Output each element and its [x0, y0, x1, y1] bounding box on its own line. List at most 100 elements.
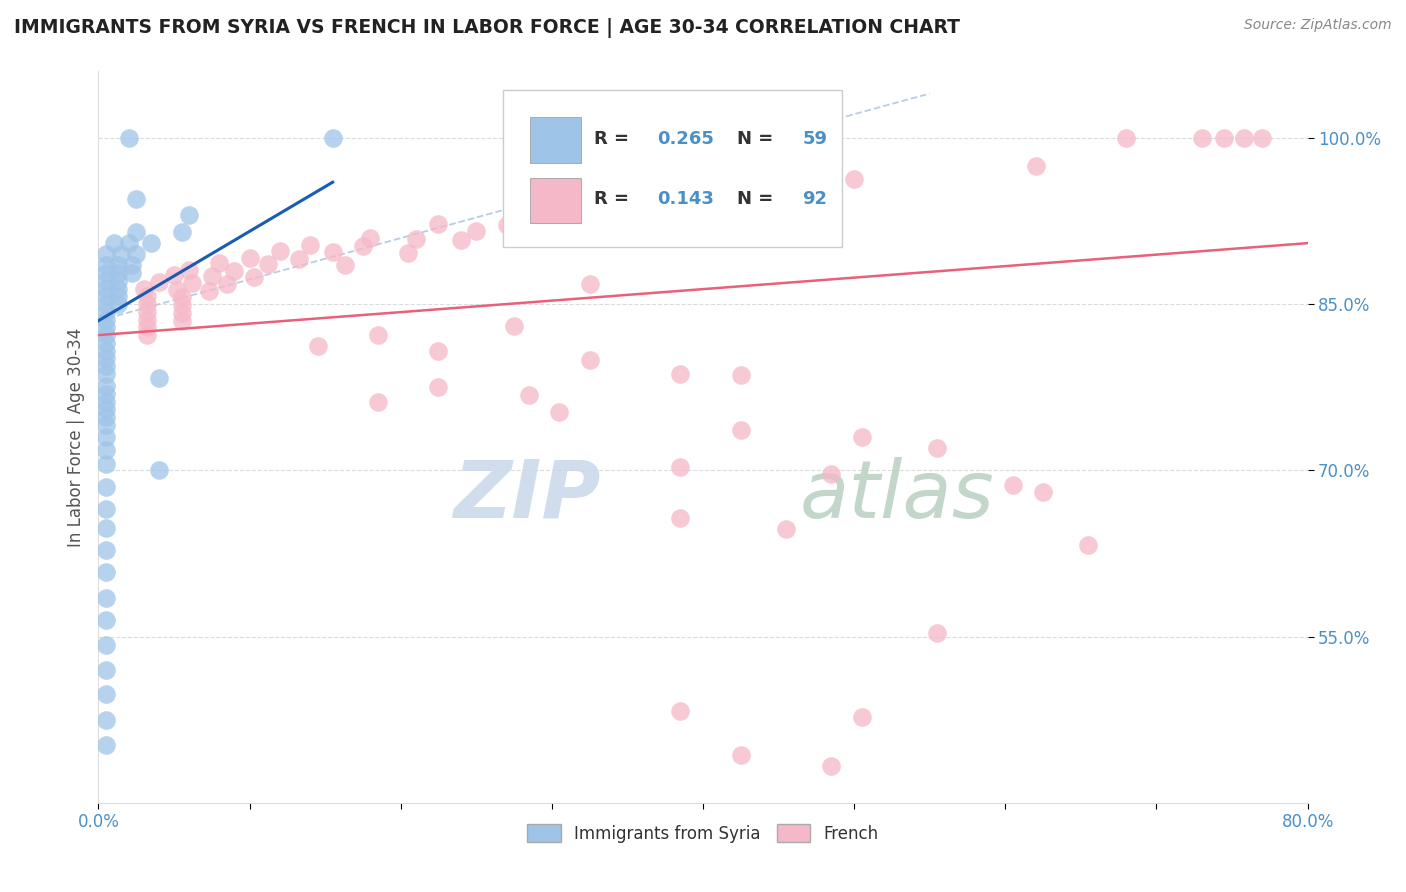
Point [730, 748, 752, 763]
Point [1032, 485, 1054, 500]
Point [224, 264, 246, 278]
Point [851, 430, 873, 444]
Point [396, 246, 419, 260]
Point [1115, 131, 1137, 145]
Point [94, 738, 117, 752]
Point [94, 328, 117, 343]
Point [170, 314, 193, 328]
Point [517, 388, 540, 402]
Text: 0.143: 0.143 [657, 190, 714, 209]
Point [107, 297, 129, 311]
Point [450, 233, 472, 247]
Text: 59: 59 [803, 129, 827, 148]
Point [269, 244, 291, 258]
Point [352, 239, 374, 253]
Point [94, 521, 117, 535]
Point [1024, 159, 1046, 173]
Point [243, 270, 266, 285]
Point [94, 247, 117, 261]
Point [135, 320, 157, 334]
Point [125, 192, 148, 206]
Point [820, 759, 842, 773]
Point [215, 277, 238, 292]
FancyBboxPatch shape [503, 90, 842, 247]
Point [107, 289, 129, 303]
Point [94, 367, 117, 381]
Point [94, 266, 117, 280]
Point [170, 298, 193, 312]
Point [503, 319, 526, 334]
Point [118, 131, 141, 145]
Point [201, 269, 224, 284]
Point [94, 335, 117, 350]
Text: atlas: atlas [800, 457, 994, 534]
Point [427, 380, 450, 394]
Point [170, 225, 193, 239]
Point [333, 258, 356, 272]
Point [94, 351, 117, 366]
Point [148, 463, 170, 477]
Bar [530, 118, 581, 163]
Point [135, 328, 157, 343]
Point [94, 359, 117, 373]
Point [107, 266, 129, 280]
Point [94, 457, 117, 471]
Point [669, 460, 692, 475]
Text: R =: R = [595, 190, 636, 209]
Text: N =: N = [737, 190, 779, 209]
Point [427, 217, 450, 231]
Point [844, 172, 866, 186]
Point [103, 236, 125, 251]
Point [578, 277, 600, 292]
Point [179, 209, 201, 223]
Point [110, 247, 132, 261]
Point [669, 704, 692, 718]
Point [322, 245, 344, 260]
Point [692, 210, 714, 224]
Text: Source: ZipAtlas.com: Source: ZipAtlas.com [1244, 18, 1392, 32]
Point [94, 566, 117, 580]
Point [578, 352, 600, 367]
Point [94, 379, 117, 393]
Point [548, 404, 571, 418]
Point [405, 232, 427, 246]
Point [669, 367, 692, 381]
Point [170, 306, 193, 320]
Point [94, 289, 117, 303]
Point [94, 480, 117, 494]
Point [1233, 131, 1256, 145]
Point [1077, 538, 1099, 552]
Point [94, 713, 117, 727]
Point [465, 224, 488, 238]
Point [94, 663, 117, 677]
Point [638, 202, 661, 216]
Point [669, 511, 692, 525]
Point [94, 274, 117, 288]
Y-axis label: In Labor Force | Age 30-34: In Labor Force | Age 30-34 [66, 327, 84, 547]
Point [367, 328, 389, 343]
Point [94, 394, 117, 409]
Point [730, 424, 752, 438]
Point [1213, 131, 1236, 145]
Point [927, 626, 949, 640]
Point [125, 247, 148, 261]
Point [1001, 477, 1024, 491]
Point [135, 312, 157, 326]
Text: 0.265: 0.265 [657, 129, 714, 148]
Point [166, 283, 188, 297]
Point [148, 275, 170, 289]
Point [661, 169, 683, 184]
Point [181, 276, 204, 290]
Point [94, 502, 117, 516]
Point [135, 305, 157, 319]
Point [94, 639, 117, 653]
Legend: Immigrants from Syria, French: Immigrants from Syria, French [520, 818, 886, 849]
Point [94, 312, 117, 326]
Text: 92: 92 [803, 190, 827, 209]
Point [94, 410, 117, 425]
Point [94, 297, 117, 311]
Text: ZIP: ZIP [453, 457, 600, 534]
Text: N =: N = [737, 129, 779, 148]
Point [121, 258, 143, 272]
Point [322, 131, 344, 145]
